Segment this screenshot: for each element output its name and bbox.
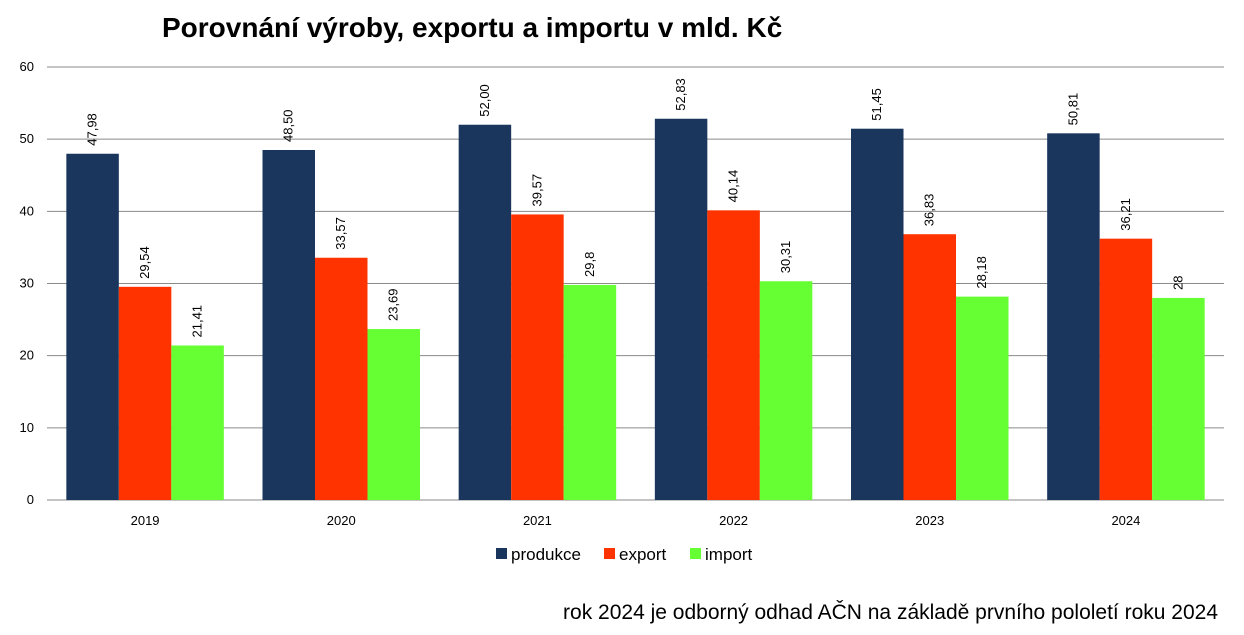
y-tick-label: 40 [20,203,34,218]
bar-produkce-2020 [262,149,315,500]
x-tick-label: 2020 [327,513,356,528]
footnote: rok 2024 je odborný odhad AČN na základě… [563,601,1218,624]
bar-export-2021 [511,214,564,500]
y-tick-label: 20 [20,348,34,363]
bar-produkce-2019 [66,153,119,501]
data-label-export-2022: 40,14 [726,170,741,203]
y-axis: 0 10 20 30 40 50 60 [20,59,34,507]
legend-label-import: import [705,545,753,564]
y-tick-label: 30 [20,276,34,291]
data-label-import-2019: 21,41 [190,305,205,338]
legend-swatch-import [690,548,701,559]
x-axis: 2019 2020 2021 2022 2023 2024 [131,513,1141,528]
bar-produkce-2021 [458,124,512,500]
y-tick-label: 50 [20,131,34,146]
bar-export-2022 [707,210,760,500]
bar-produkce-2024 [1047,133,1100,500]
y-tick-label: 10 [20,420,34,435]
bar-export-2024 [1099,238,1153,500]
data-label-produkce-2019: 47,98 [85,113,100,146]
chart-title: Porovnání výroby, exportu a importu v ml… [162,12,783,43]
x-tick-label: 2023 [915,513,944,528]
bar-export-2023 [903,234,956,501]
data-label-produkce-2021: 52,00 [477,84,492,117]
data-label-produkce-2024: 50,81 [1065,93,1080,126]
y-tick-label: 0 [27,492,34,507]
data-label-export-2020: 33,57 [333,217,348,250]
bar-export-2019 [118,286,172,500]
x-tick-label: 2022 [719,513,748,528]
data-label-import-2021: 29,8 [582,252,597,277]
data-labels: 47,98 29,54 21,41 48,50 33,57 23,69 52,00 39,57… [85,78,1186,337]
gridlines [47,66,1224,501]
data-label-import-2024: 28 [1170,275,1185,289]
x-tick-label: 2024 [1111,513,1140,528]
legend-label-export: export [619,545,667,564]
data-label-export-2019: 29,54 [137,246,152,279]
bar-import-2023 [956,296,1009,500]
y-tick-label: 60 [20,59,34,74]
data-label-produkce-2020: 48,50 [281,109,296,142]
bar-export-2020 [315,257,368,500]
data-label-import-2020: 23,69 [386,288,401,321]
legend: produkce export import [496,545,753,564]
bar-produkce-2022 [654,118,708,500]
bar-import-2020 [367,329,420,500]
data-label-import-2023: 28,18 [974,256,989,289]
data-label-export-2024: 36,21 [1118,198,1133,231]
bar-chart: 0 10 20 30 40 50 60 47,98 29,54 21,41 48,50 33,57 2… [20,59,1224,564]
bar-import-2021 [563,284,617,500]
data-label-produkce-2023: 51,45 [869,88,884,121]
data-label-export-2023: 36,83 [922,194,937,227]
x-tick-label: 2021 [523,513,552,528]
bar-import-2022 [759,281,813,500]
legend-swatch-export [604,548,615,559]
data-label-export-2021: 39,57 [529,174,544,207]
bar-import-2019 [171,345,224,500]
data-label-produkce-2022: 52,83 [673,78,688,111]
legend-swatch-produkce [496,548,507,559]
x-tick-label: 2019 [131,513,160,528]
data-label-import-2022: 30,31 [778,241,793,274]
bars [66,118,1205,501]
bar-import-2024 [1152,297,1205,500]
legend-label-produkce: produkce [511,545,581,564]
bar-produkce-2023 [851,128,904,500]
